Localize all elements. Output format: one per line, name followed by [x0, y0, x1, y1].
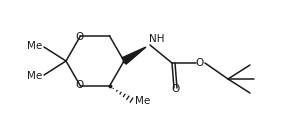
Polygon shape [122, 47, 146, 64]
Text: Me: Me [27, 71, 42, 81]
Text: Me: Me [27, 41, 42, 51]
Text: O: O [75, 80, 84, 90]
Text: O: O [196, 58, 204, 68]
Text: NH: NH [149, 34, 164, 44]
Text: Me: Me [135, 96, 150, 106]
Text: O: O [171, 84, 180, 94]
Text: O: O [75, 32, 84, 42]
